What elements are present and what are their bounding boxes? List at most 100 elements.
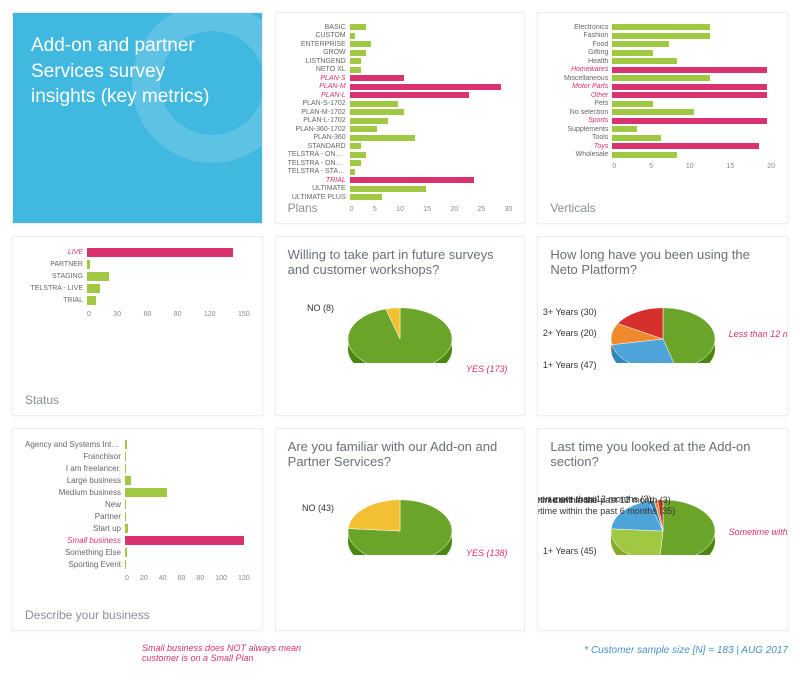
bar-label: I am freelancer.	[25, 464, 125, 473]
bar-label: Medium business	[25, 488, 125, 497]
bar-row: Something Else	[25, 547, 250, 559]
bar-row: PLAN-360-1702	[288, 125, 513, 134]
bar-fill	[350, 50, 366, 56]
bar-track	[612, 143, 775, 149]
bar-label: Supplements	[550, 126, 612, 133]
bar-fill	[350, 58, 361, 64]
bar-label: Pets	[550, 100, 612, 107]
bar-row: PLAN-S	[288, 74, 513, 83]
bar-label: ULTIMATE	[288, 185, 350, 192]
bar-fill	[125, 500, 126, 509]
bar-row: PARTNER	[25, 259, 250, 271]
bar-track	[350, 135, 513, 141]
bar-fill	[350, 118, 388, 124]
bar-track	[125, 560, 250, 569]
bar-row: Health	[550, 57, 775, 66]
pie-slice-label: 2+ Years (20)	[543, 328, 597, 338]
bar-track	[612, 118, 775, 124]
bar-track	[125, 488, 250, 497]
bar-label: Gifting	[550, 49, 612, 56]
business-chart-card: Agency and Systems Integrator Franchisor…	[12, 428, 263, 631]
bar-row: Agency and Systems Integrator	[25, 439, 250, 451]
bar-row: TELSTRA - ONLINE STORE L	[288, 159, 513, 168]
bar-fill	[125, 524, 128, 533]
bar-row: Miscellaneous	[550, 74, 775, 83]
bar-fill	[612, 143, 758, 149]
bar-track	[612, 92, 775, 98]
bar-fill	[612, 84, 767, 90]
bar-fill	[125, 440, 127, 449]
bar-track	[125, 452, 250, 461]
bar-fill	[350, 24, 366, 30]
bar-row: ULTIMATE	[288, 185, 513, 194]
pie-slice-label: 1+ Years (45)	[543, 546, 597, 556]
bar-row: PLAN-M-1702	[288, 108, 513, 117]
bar-fill	[87, 296, 96, 305]
bar-row: ENTERPRISE	[288, 40, 513, 49]
bar-track	[125, 524, 250, 533]
business-bars: Agency and Systems Integrator Franchisor…	[25, 439, 250, 582]
bar-label: PARTNER	[25, 261, 87, 268]
bar-fill	[350, 186, 426, 192]
bar-label: TRIAL	[288, 177, 350, 184]
bar-fill	[612, 33, 710, 39]
bar-track	[612, 126, 775, 132]
bar-row: STAGING	[25, 271, 250, 283]
bar-row: Tools	[550, 134, 775, 143]
bar-row: PLAN-M	[288, 83, 513, 92]
bar-row: PLAN-S-1702	[288, 100, 513, 109]
pie-slice-label: NO (8)	[307, 303, 334, 313]
bar-label: Food	[550, 41, 612, 48]
status-footer: Status	[25, 393, 59, 407]
pie-slice-label: YES (138)	[466, 548, 508, 558]
bar-axis: 051015202530	[350, 206, 513, 213]
bar-row: BASIC	[288, 23, 513, 32]
bar-row: ULTIMATE PLUS	[288, 193, 513, 202]
bar-row: No selection	[550, 108, 775, 117]
addon-last-card: Last time you looked at the Add-on secti…	[537, 428, 788, 631]
plans-chart-card: BASIC CUSTOM ENTERPRISE GROW LISTNGEND	[275, 12, 526, 224]
bar-track	[612, 109, 775, 115]
bar-track	[125, 512, 250, 521]
bar-fill	[87, 248, 233, 257]
bar-track	[612, 41, 775, 47]
bar-fill	[350, 33, 355, 39]
bar-fill	[125, 512, 126, 521]
bar-label: ENTERPRISE	[288, 41, 350, 48]
bar-fill	[612, 152, 677, 158]
bar-label: Health	[550, 58, 612, 65]
bar-fill	[350, 135, 415, 141]
bar-track	[87, 296, 250, 305]
status-bars: LIVE PARTNER STAGING TELSTRA - LIVE TRIA…	[25, 247, 250, 318]
bar-row: TELSTRA - LIVE	[25, 283, 250, 295]
bar-track	[125, 548, 250, 557]
bar-axis: 05101520	[612, 163, 775, 170]
bar-row: PLAN-L-1702	[288, 117, 513, 126]
bar-row: New	[25, 499, 250, 511]
familiar-title: Are you familiar with our Add-on and Par…	[288, 439, 513, 469]
bar-track	[87, 272, 250, 281]
bar-row: LIVE	[25, 247, 250, 259]
bar-label: Miscellaneous	[550, 75, 612, 82]
addon-last-title: Last time you looked at the Add-on secti…	[550, 439, 775, 469]
business-annotation: Small business does NOT always mean cust…	[142, 643, 322, 663]
bar-label: PLAN-360	[288, 134, 350, 141]
verticals-chart-card: Electronics Fashion Food Gifting Health	[537, 12, 788, 224]
bar-fill	[612, 109, 693, 115]
bar-label: STANDARD	[288, 143, 350, 150]
bar-label: Start up	[25, 524, 125, 533]
bar-row: Pets	[550, 100, 775, 109]
bar-fill	[612, 41, 669, 47]
bar-fill	[125, 560, 126, 569]
bar-fill	[612, 75, 710, 81]
bar-label: TELSTRA - STANDARD	[288, 168, 350, 175]
bar-label: PLAN-360-1702	[288, 126, 350, 133]
pie-slice-label: 1+ Years (47)	[543, 360, 597, 370]
tenure-pie: Less than 12 months (82)1+ Years (47)2+ …	[550, 283, 775, 381]
bar-row: Homewares	[550, 66, 775, 75]
bar-track	[612, 101, 775, 107]
bar-track	[350, 126, 513, 132]
bar-row: Large business	[25, 475, 250, 487]
bar-track	[125, 440, 250, 449]
bar-row: Fashion	[550, 32, 775, 41]
